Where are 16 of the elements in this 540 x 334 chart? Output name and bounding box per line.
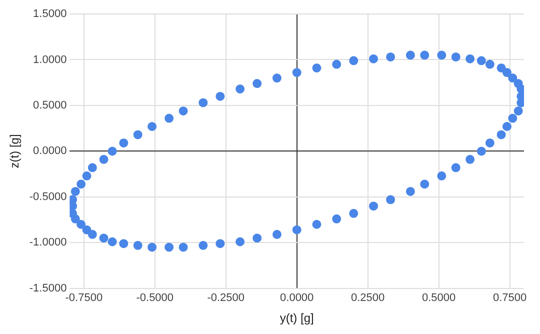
x-tick-label: 0.5000 <box>422 292 456 304</box>
x-axis-title: y(t) [g] <box>280 311 314 326</box>
y-tick-label: -1.5000 <box>29 282 67 294</box>
x-tick-label: 0.7500 <box>492 292 527 304</box>
x-tick-label: 0.2500 <box>351 292 385 304</box>
y-axis-title: z(t) [g] <box>8 134 22 168</box>
y-tick-label: -1.0000 <box>29 236 67 249</box>
y-tick-label: -0.5000 <box>29 190 67 203</box>
x-tick-label: -0.5000 <box>136 292 174 304</box>
x-tick-label: -0.2500 <box>207 292 245 304</box>
y-tick-label: 1.5000 <box>33 8 67 20</box>
y-tick-label: 0.0000 <box>33 145 67 158</box>
x-tick-label: 0.0000 <box>280 292 314 304</box>
x-tick-label: -0.7500 <box>65 292 103 304</box>
y-tick-label: 0.5000 <box>33 100 67 112</box>
y-tick-label: 1.0000 <box>33 54 67 66</box>
